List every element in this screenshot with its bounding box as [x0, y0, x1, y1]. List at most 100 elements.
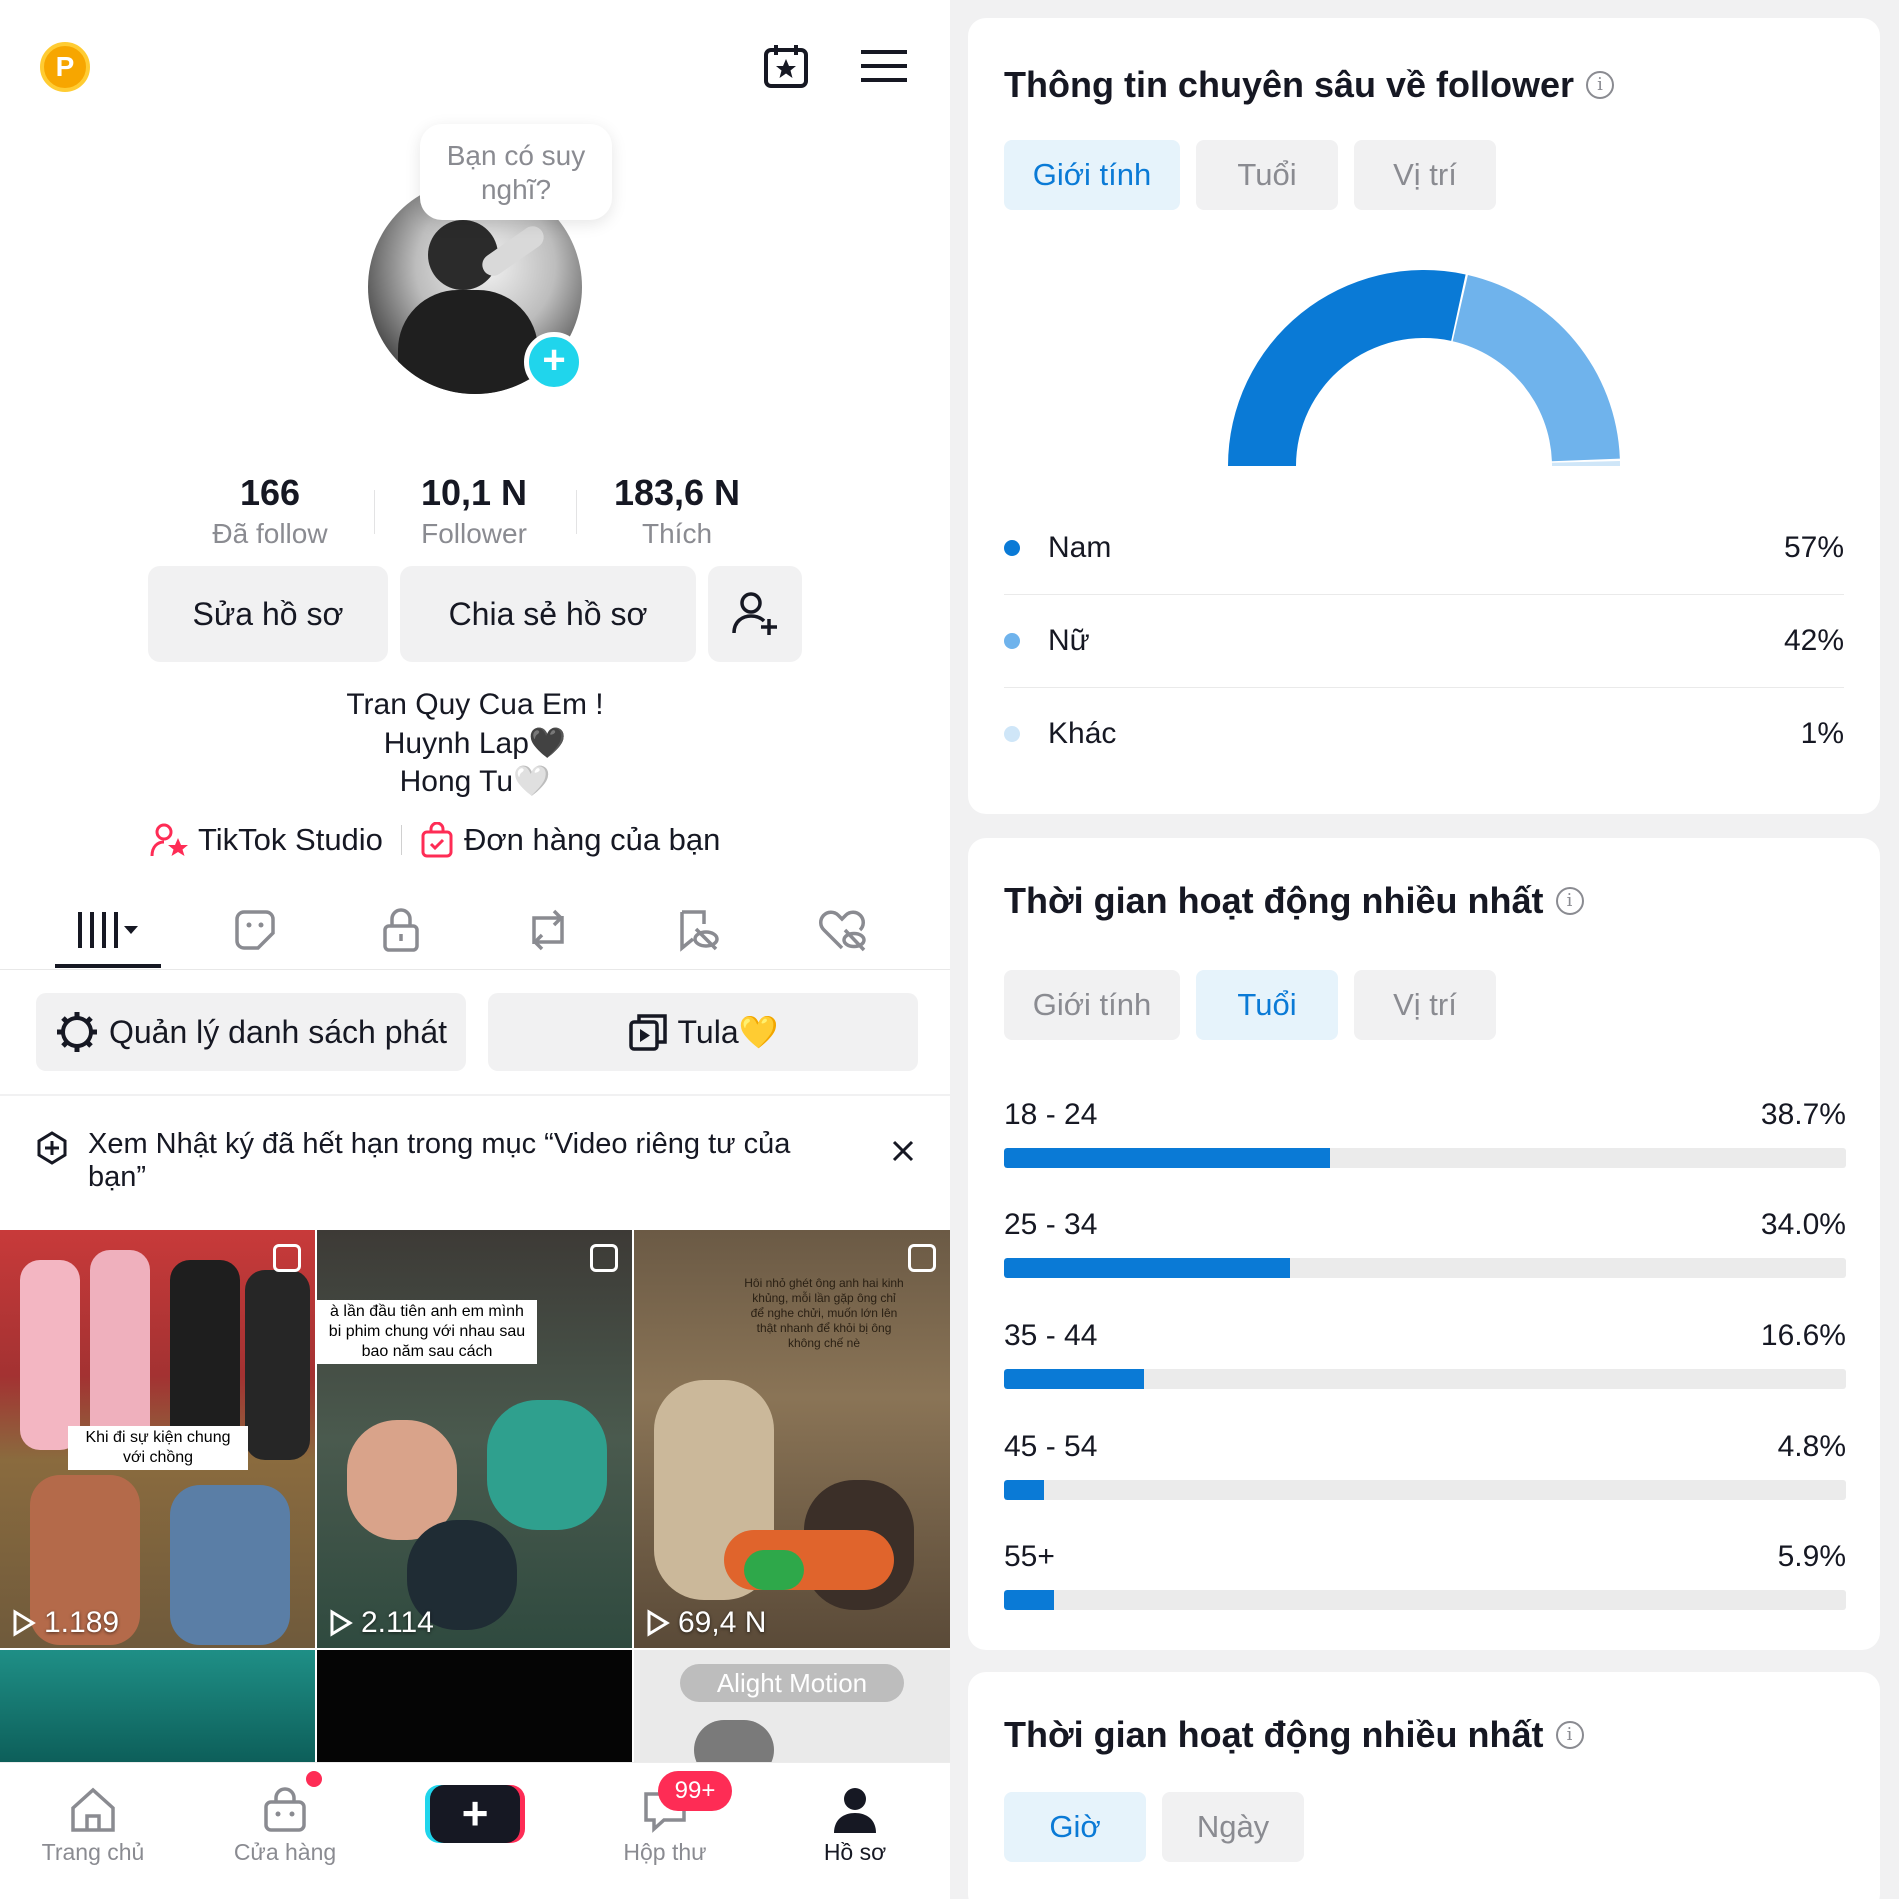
share-profile-label: Chia sẻ hồ sơ — [448, 595, 648, 632]
legend-label: Khác — [1048, 717, 1117, 750]
video-thumbnail[interactable]: Hôi nhỏ ghét ông anh hai kinh khủng, mỗi… — [634, 1230, 950, 1648]
heart-hidden-icon — [819, 910, 866, 952]
tab-reposts[interactable] — [493, 890, 603, 970]
age-value: 5.9% — [1777, 1540, 1846, 1573]
tab-age-label: Tuổi — [1237, 987, 1297, 1022]
tab-videos[interactable] — [52, 890, 162, 970]
tab-private[interactable] — [346, 890, 456, 970]
follower-insights-title: Thông tin chuyên sâu về follower — [1004, 64, 1575, 105]
legend-label: Nữ — [1048, 624, 1090, 657]
age-bar-fill — [1004, 1480, 1045, 1500]
tab-hour[interactable]: Giờ — [1004, 1792, 1146, 1862]
info-icon[interactable]: i — [1555, 887, 1584, 915]
add-friend-button[interactable] — [708, 566, 802, 662]
bio-line: Hong Tu🤍 — [399, 765, 551, 798]
video-thumbnail[interactable] — [0, 1650, 315, 1762]
age-row: 35 - 44 16.6% — [1004, 1319, 1846, 1389]
manage-playlist-button[interactable]: Quản lý danh sách phát — [36, 993, 466, 1071]
share-profile-button[interactable]: Chia sẻ hồ sơ — [400, 566, 696, 662]
nav-home-label: Trang chủ — [41, 1839, 145, 1865]
studio-link[interactable]: TikTok Studio — [150, 822, 383, 858]
tab-day[interactable]: Ngày — [1162, 1792, 1304, 1862]
orders-link[interactable]: Đơn hàng của bạn — [420, 822, 720, 858]
pin-icon — [590, 1244, 618, 1272]
tab-day-label: Ngày — [1196, 1809, 1270, 1844]
likes-count: 183,6 N — [613, 472, 741, 513]
sticker-icon — [235, 910, 275, 950]
tab-stickers[interactable] — [200, 890, 310, 970]
nav-profile[interactable]: Hồ sơ — [790, 1781, 920, 1866]
bottom-nav: Trang chủ Cửa hàng + Hộp thư 99+ Hồ sơ — [0, 1762, 950, 1899]
view-count-value: 2.114 — [361, 1606, 434, 1639]
activity-time-title: Thời gian hoạt động nhiều nhất — [1004, 1714, 1544, 1755]
following-stat[interactable]: 166 Đã follow — [196, 472, 344, 550]
age-value: 4.8% — [1777, 1430, 1846, 1463]
view-count-value: 1.189 — [44, 1606, 120, 1639]
bookmark-hidden-icon — [680, 910, 719, 952]
tab-location[interactable]: Vị trí — [1354, 140, 1496, 210]
close-icon[interactable] — [892, 1140, 914, 1162]
tab-gender[interactable]: Giới tính — [1004, 140, 1180, 210]
notification-dot — [306, 1771, 322, 1787]
tab-gender[interactable]: Giới tính — [1004, 970, 1180, 1040]
age-bar-track — [1004, 1590, 1846, 1610]
profile-links: TikTok Studio Đơn hàng của bạn — [150, 818, 720, 862]
age-bar-fill — [1004, 1258, 1291, 1278]
edit-profile-button[interactable]: Sửa hồ sơ — [148, 566, 388, 662]
nav-shop[interactable]: Cửa hàng — [220, 1781, 350, 1866]
analytics-screen: Thông tin chuyên sâu về follower i Giới … — [950, 0, 1899, 1899]
profile-icon — [834, 1788, 876, 1833]
video-thumbnail[interactable]: Khi đi sự kiện chung với chồng 1.189 — [0, 1230, 315, 1648]
coin-icon[interactable]: P — [40, 42, 90, 92]
tab-location-label: Vị trí — [1393, 987, 1457, 1022]
legend-label: Nam — [1048, 531, 1112, 564]
legend-row-other: Khác 1% — [1004, 688, 1844, 780]
add-story-button[interactable]: + — [524, 332, 584, 392]
add-circle-icon — [37, 1131, 67, 1165]
divider — [1004, 687, 1844, 688]
card-title: Thông tin chuyên sâu về follower i — [1004, 64, 1615, 106]
age-label: 25 - 34 — [1004, 1208, 1098, 1241]
activity-time-card: Thời gian hoạt động nhiều nhất i Giờ Ngà… — [968, 1672, 1880, 1899]
following-label: Đã follow — [212, 518, 328, 549]
tab-gender-label: Giới tính — [1032, 987, 1152, 1022]
watermark-text: Alight Motion — [680, 1664, 904, 1702]
playlist-tula-button[interactable]: Tula💛 — [488, 993, 918, 1071]
tab-location[interactable]: Vị trí — [1354, 970, 1496, 1040]
age-bar-fill — [1004, 1590, 1054, 1610]
legend-value: 1% — [1800, 717, 1844, 750]
legend-dot — [1004, 633, 1020, 649]
video-thumbnail[interactable]: Alight Motion — [634, 1650, 950, 1762]
tab-age[interactable]: Tuổi — [1196, 140, 1338, 210]
tab-liked[interactable] — [788, 890, 898, 970]
tab-saved[interactable] — [642, 890, 752, 970]
likes-stat[interactable]: 183,6 N Thích — [596, 472, 758, 550]
follower-count: 10,1 N — [420, 472, 528, 513]
lock-icon — [383, 908, 419, 952]
tab-age-label: Tuổi — [1237, 157, 1297, 192]
follower-stat[interactable]: 10,1 N Follower — [398, 472, 550, 550]
calendar-star-icon[interactable] — [760, 40, 812, 92]
create-video-button[interactable]: + — [430, 1785, 520, 1843]
view-count: 1.189 — [12, 1606, 119, 1640]
video-thumbnail[interactable]: à lần đầu tiên anh em mình bi phim chung… — [317, 1230, 632, 1648]
age-label: 45 - 54 — [1004, 1430, 1098, 1463]
manage-playlist-label: Quản lý danh sách phát — [108, 1013, 447, 1050]
card-title: Thời gian hoạt động nhiều nhất i — [1004, 880, 1584, 922]
view-count: 2.114 — [329, 1606, 434, 1640]
tab-age[interactable]: Tuổi — [1196, 970, 1338, 1040]
info-icon[interactable]: i — [1555, 1721, 1584, 1749]
thought-bubble[interactable]: Bạn có suy nghĩ? — [420, 124, 612, 220]
menu-icon[interactable] — [858, 40, 910, 92]
legend-row-male: Nam 57% — [1004, 502, 1844, 594]
age-row: 18 - 24 38.7% — [1004, 1098, 1846, 1168]
play-icon — [330, 1609, 353, 1637]
play-icon — [13, 1609, 36, 1637]
pin-icon — [273, 1244, 301, 1272]
repost-icon — [532, 909, 564, 951]
nav-home[interactable]: Trang chủ — [28, 1781, 158, 1866]
info-icon[interactable]: i — [1586, 71, 1615, 99]
video-thumbnail[interactable] — [317, 1650, 632, 1762]
add-user-icon — [732, 592, 777, 635]
age-bar-track — [1004, 1480, 1846, 1500]
